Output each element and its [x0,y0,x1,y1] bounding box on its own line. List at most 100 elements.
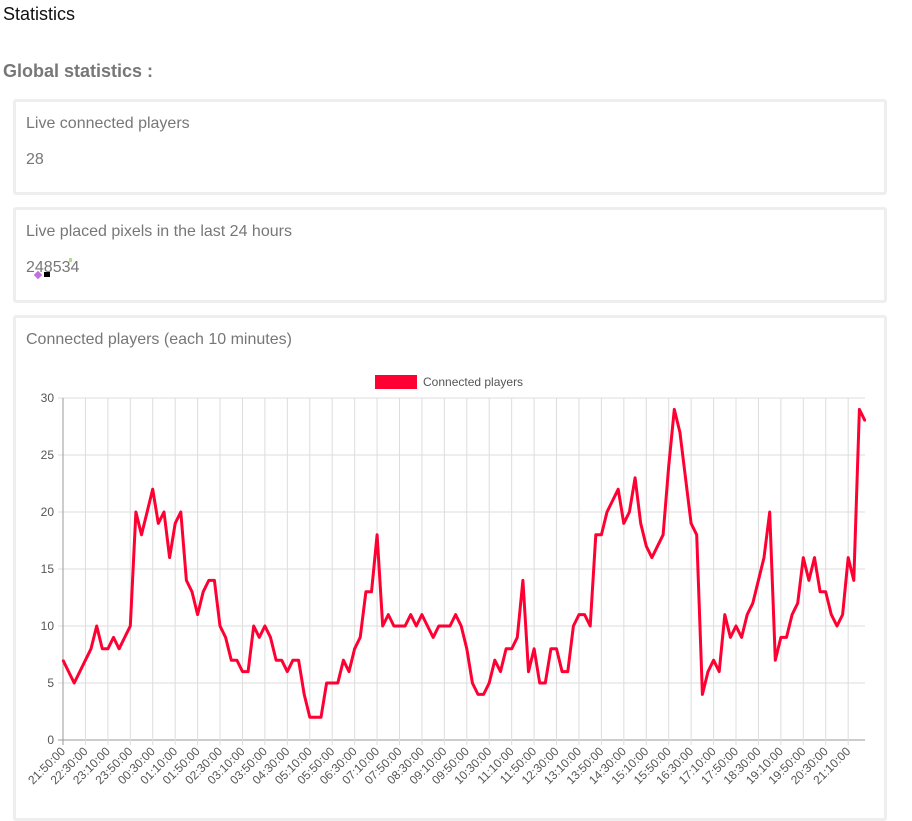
data-point[interactable] [376,533,379,536]
data-point[interactable] [308,716,311,719]
data-point[interactable] [830,613,833,616]
data-point[interactable] [258,636,261,639]
data-point[interactable] [757,579,760,582]
data-point[interactable] [235,659,238,662]
data-point[interactable] [544,682,547,684]
data-point[interactable] [611,499,614,502]
data-point[interactable] [835,625,838,627]
data-point[interactable] [162,511,165,513]
data-point[interactable] [291,659,294,662]
data-point[interactable] [695,533,698,536]
data-point[interactable] [656,545,659,548]
data-point[interactable] [785,636,788,639]
data-point[interactable] [471,682,474,684]
data-point[interactable] [387,613,390,616]
data-point[interactable] [90,647,93,650]
data-point[interactable] [157,522,160,525]
data-point[interactable] [286,670,289,673]
data-point[interactable] [432,636,435,639]
data-point[interactable] [263,625,266,627]
data-point[interactable] [634,476,637,479]
data-point[interactable] [190,590,193,593]
data-point[interactable] [129,625,132,627]
data-point[interactable] [600,533,603,536]
data-point[interactable] [303,693,306,696]
data-point[interactable] [617,488,620,491]
data-point[interactable] [852,579,855,582]
data-point[interactable] [678,431,681,434]
data-point[interactable] [768,511,771,513]
data-point[interactable] [482,693,485,696]
data-point[interactable] [269,636,272,639]
data-point[interactable] [151,488,154,491]
data-point[interactable] [420,613,423,616]
data-point[interactable] [168,556,171,559]
data-point[interactable] [712,659,715,662]
data-point[interactable] [179,511,182,513]
data-point[interactable] [101,647,104,650]
data-point[interactable] [802,556,805,559]
data-point[interactable] [392,625,395,627]
data-point[interactable] [348,670,351,673]
data-point[interactable] [275,659,278,662]
data-point[interactable] [645,545,648,548]
data-point[interactable] [325,682,328,684]
data-point[interactable] [723,613,726,616]
data-point[interactable] [505,647,508,650]
data-point[interactable] [824,590,827,593]
data-point[interactable] [555,647,558,650]
data-point[interactable] [499,670,502,673]
data-point[interactable] [106,647,109,650]
data-point[interactable] [774,659,777,662]
data-point[interactable] [252,625,255,627]
data-point[interactable] [67,670,70,673]
data-point[interactable] [628,511,631,513]
data-point[interactable] [690,522,693,525]
data-point[interactable] [398,625,401,627]
data-point[interactable] [606,511,609,513]
data-point[interactable] [639,522,642,525]
data-point[interactable] [118,647,121,650]
data-point[interactable] [134,511,137,513]
data-point[interactable] [219,625,222,627]
data-point[interactable] [740,636,743,639]
data-point[interactable] [807,579,810,582]
data-point[interactable] [561,670,564,673]
data-point[interactable] [729,636,732,639]
data-point[interactable] [73,682,76,684]
data-point[interactable] [706,670,709,673]
data-point[interactable] [241,670,244,673]
data-point[interactable] [701,693,704,696]
data-point[interactable] [796,602,799,605]
data-point[interactable] [426,625,429,627]
data-point[interactable] [763,556,766,559]
data-point[interactable] [779,636,782,639]
data-point[interactable] [566,670,569,673]
data-point[interactable] [510,647,513,650]
data-point[interactable] [364,590,367,593]
data-point[interactable] [864,419,866,422]
data-point[interactable] [112,636,115,639]
data-point[interactable] [538,682,541,684]
data-point[interactable] [224,636,227,639]
data-point[interactable] [819,590,822,593]
data-point[interactable] [549,647,552,650]
legend-swatch[interactable] [375,375,417,389]
data-point[interactable] [437,625,440,627]
data-point[interactable] [572,625,575,627]
data-point[interactable] [314,716,317,719]
data-point[interactable] [146,511,149,513]
data-point[interactable] [297,659,300,662]
data-point[interactable] [213,579,216,582]
data-point[interactable] [342,659,345,662]
data-point[interactable] [718,670,721,673]
data-point[interactable] [684,476,687,479]
data-point[interactable] [735,625,738,627]
data-point[interactable] [123,636,126,639]
data-point[interactable] [858,408,861,411]
data-point[interactable] [521,579,524,582]
data-point[interactable] [662,533,665,536]
data-point[interactable] [622,522,625,525]
data-point[interactable] [140,533,143,536]
data-point[interactable] [409,613,412,616]
